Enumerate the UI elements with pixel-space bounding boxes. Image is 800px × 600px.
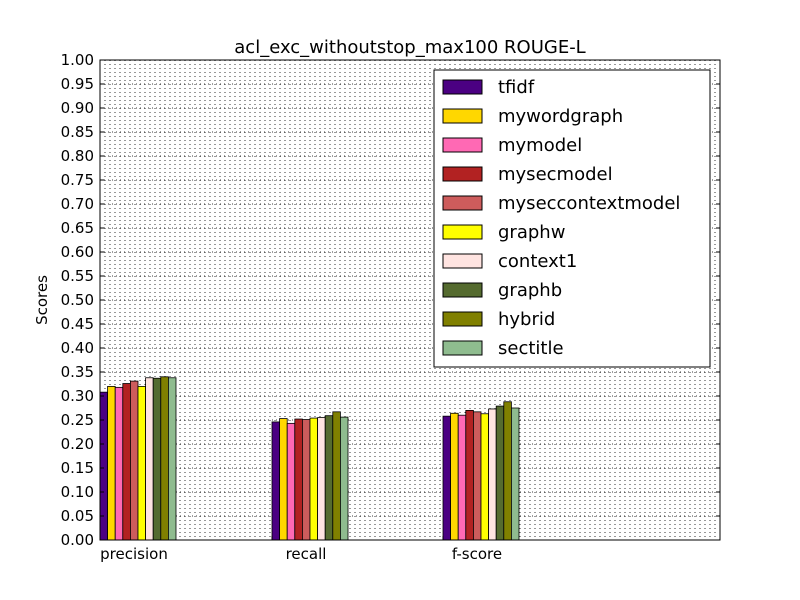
legend-swatch-hybrid bbox=[442, 311, 483, 327]
bar-mywordgraph-f-score bbox=[450, 412, 459, 541]
bar-tfidf-f-score bbox=[442, 415, 451, 541]
bar-sectitle-f-score bbox=[510, 407, 520, 541]
bar-sectitle-precision bbox=[167, 377, 177, 541]
bar-mysecmodel-recall bbox=[294, 418, 303, 541]
legend-label-sectitle: sectitle bbox=[498, 338, 564, 359]
bar-mymodel-recall bbox=[286, 422, 296, 541]
bar-myseccontextmodel-f-score bbox=[472, 411, 482, 541]
legend-swatch-tfidf bbox=[442, 79, 483, 95]
legend-label-mysecmodel: mysecmodel bbox=[498, 164, 613, 185]
y-tick-label: 0.90 bbox=[61, 99, 94, 117]
x-axis: precision recall f-score bbox=[99, 536, 502, 563]
y-tick-label: 0.15 bbox=[61, 459, 94, 477]
legend-label-context1: context1 bbox=[498, 251, 577, 272]
y-axis-label: Scores bbox=[33, 275, 51, 325]
y-tick-label: 0.40 bbox=[61, 339, 94, 357]
bar-tfidf-precision bbox=[99, 391, 108, 541]
bar-graphw-precision bbox=[137, 385, 146, 541]
bar-graphb-precision bbox=[152, 377, 162, 541]
bars bbox=[99, 376, 520, 541]
bar-mysecmodel-precision bbox=[122, 383, 131, 541]
y-tick-label: 0.85 bbox=[61, 123, 94, 141]
bar-tfidf-recall bbox=[271, 421, 280, 541]
y-tick-label: 0.20 bbox=[61, 435, 94, 453]
legend-label-mywordgraph: mywordgraph bbox=[498, 106, 623, 127]
legend-label-tfidf: tfidf bbox=[498, 77, 535, 98]
y-tick-label: 1.00 bbox=[61, 51, 94, 69]
y-tick-label: 0.35 bbox=[61, 363, 94, 381]
legend-swatch-mysecmodel bbox=[442, 166, 483, 182]
chart-title: acl_exc_withoutstop_max100 ROUGE-L bbox=[234, 37, 585, 58]
bar-sectitle-recall bbox=[339, 416, 349, 541]
y-tick-label: 0.25 bbox=[61, 411, 94, 429]
bar-mywordgraph-precision bbox=[107, 385, 116, 541]
bar-graphb-recall bbox=[324, 415, 334, 541]
legend: tfidf mywordgraph mymodel mysecmodel mysecco… bbox=[433, 69, 711, 368]
bar-mysecmodel-f-score bbox=[465, 409, 474, 541]
legend-swatch-myseccontextmodel bbox=[442, 195, 483, 211]
bar-mymodel-f-score bbox=[457, 414, 467, 541]
bar-myseccontextmodel-precision bbox=[129, 380, 139, 541]
bar-myseccontextmodel-recall bbox=[301, 419, 311, 541]
y-tick-label: 0.70 bbox=[61, 195, 94, 213]
y-tick-label: 0.60 bbox=[61, 243, 94, 261]
legend-swatch-graphw bbox=[442, 224, 483, 240]
legend-swatch-mymodel bbox=[442, 137, 483, 153]
legend-swatch-sectitle bbox=[442, 340, 483, 356]
y-tick-label: 0.10 bbox=[61, 483, 94, 501]
y-tick-label: 0.75 bbox=[61, 171, 94, 189]
x-tick-label: f-score bbox=[452, 545, 502, 563]
y-tick-label: 0.80 bbox=[61, 147, 94, 165]
bar-context1-f-score bbox=[488, 408, 497, 541]
x-tick-label: precision bbox=[100, 545, 168, 563]
y-tick-label: 0.55 bbox=[61, 267, 94, 285]
x-tick-label: recall bbox=[286, 545, 327, 563]
legend-label-graphw: graphw bbox=[498, 222, 565, 243]
y-axis: 0.00 0.05 0.10 0.15 0.20 0.25 0.30 0.35 0.40 0.45… bbox=[61, 51, 720, 549]
bar-hybrid-f-score bbox=[503, 401, 512, 541]
legend-label-myseccontextmodel: myseccontextmodel bbox=[498, 193, 680, 214]
legend-swatch-context1 bbox=[442, 253, 483, 269]
y-tick-label: 0.95 bbox=[61, 75, 94, 93]
bar-context1-precision bbox=[145, 377, 154, 541]
y-tick-label: 0.50 bbox=[61, 291, 94, 309]
bar-hybrid-recall bbox=[332, 411, 341, 541]
bar-mywordgraph-recall bbox=[279, 418, 288, 541]
bar-graphw-recall bbox=[309, 417, 318, 541]
legend-label-graphb: graphb bbox=[498, 280, 562, 301]
legend-label-mymodel: mymodel bbox=[498, 135, 582, 156]
bar-hybrid-precision bbox=[160, 376, 169, 541]
y-tick-label: 0.00 bbox=[61, 531, 94, 549]
y-tick-label: 0.30 bbox=[61, 387, 94, 405]
y-tick-label: 0.65 bbox=[61, 219, 94, 237]
bar-graphb-f-score bbox=[495, 405, 505, 541]
legend-swatch-graphb bbox=[442, 282, 483, 298]
y-tick-label: 0.45 bbox=[61, 315, 94, 333]
y-tick-label: 0.05 bbox=[61, 507, 94, 525]
bar-mymodel-precision bbox=[114, 386, 124, 541]
legend-swatch-mywordgraph bbox=[442, 108, 483, 124]
bar-context1-recall bbox=[317, 417, 326, 541]
bar-graphw-f-score bbox=[480, 413, 489, 541]
legend-label-hybrid: hybrid bbox=[498, 309, 555, 330]
